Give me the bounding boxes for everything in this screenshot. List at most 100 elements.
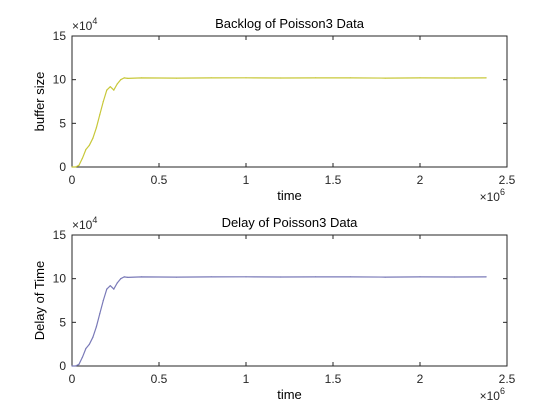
- series-line: [72, 77, 487, 168]
- x-tick-label: 1: [243, 173, 250, 187]
- x-tick-label: 1: [243, 372, 250, 386]
- data-point: [175, 276, 177, 278]
- data-point: [99, 114, 101, 116]
- x-exponent-power: 6: [500, 187, 505, 197]
- x-exponent-base: ×10: [480, 190, 501, 204]
- data-point: [245, 276, 247, 278]
- x-exponent-base: ×10: [480, 389, 501, 403]
- data-point: [454, 77, 456, 79]
- data-point: [102, 299, 104, 302]
- data-point: [485, 77, 487, 79]
- x-tick-label: 1.5: [325, 173, 342, 187]
- data-point: [71, 365, 73, 367]
- data-point: [280, 276, 282, 278]
- data-point: [419, 77, 421, 79]
- data-point: [349, 276, 351, 278]
- data-point: [419, 276, 421, 278]
- data-point: [116, 83, 118, 85]
- data-point: [349, 77, 351, 79]
- x-tick-label: 0.5: [151, 173, 168, 187]
- data-point: [210, 276, 212, 278]
- data-point: [78, 363, 80, 365]
- data-point: [109, 285, 111, 287]
- data-point: [454, 276, 456, 278]
- data-point: [106, 89, 108, 91]
- data-point: [106, 288, 108, 290]
- data-point: [210, 77, 212, 79]
- data-point: [92, 137, 94, 139]
- data-point: [85, 148, 87, 151]
- data-point: [245, 77, 247, 79]
- series-line: [72, 276, 487, 367]
- data-point: [127, 77, 129, 79]
- data-point: [95, 326, 97, 328]
- plot-area: [71, 234, 508, 367]
- data-point: [384, 276, 386, 278]
- data-point: [175, 77, 177, 79]
- y-exponent-power: 4: [92, 215, 97, 225]
- data-point: [141, 276, 143, 278]
- data-point: [113, 89, 115, 91]
- x-tick-label: 0: [69, 372, 76, 386]
- y-tick-label: 15: [53, 29, 67, 43]
- y-axis-exponent: ×104: [72, 16, 97, 33]
- data-point: [78, 164, 80, 166]
- data-point: [74, 365, 77, 367]
- x-axis-label: time: [277, 188, 302, 203]
- x-tick-label: 2.5: [499, 372, 516, 386]
- data-point: [109, 86, 111, 88]
- data-point: [85, 347, 87, 350]
- data-point: [120, 79, 122, 81]
- y-tick-label: 10: [53, 272, 67, 286]
- x-tick-label: 1.5: [325, 372, 342, 386]
- x-tick-label: 0: [69, 173, 76, 187]
- data-point: [71, 166, 73, 168]
- y-tick-label: 15: [53, 228, 67, 242]
- y-axis-label: Delay of Time: [32, 261, 47, 340]
- data-point: [88, 343, 90, 345]
- y-exponent-base: ×10: [72, 218, 93, 232]
- data-point: [102, 100, 104, 103]
- data-point: [485, 276, 487, 278]
- x-tick-label: 2: [417, 173, 424, 187]
- chart-title: Delay of Poisson3 Data: [222, 215, 359, 230]
- y-tick-label: 5: [59, 116, 66, 130]
- data-point: [315, 276, 317, 278]
- y-axis-exponent: ×104: [72, 215, 97, 232]
- data-point: [120, 278, 122, 280]
- y-tick-label: 5: [59, 315, 66, 329]
- x-tick-label: 2: [417, 372, 424, 386]
- data-point: [99, 313, 101, 315]
- x-exponent-power: 6: [500, 386, 505, 396]
- x-axis-label: time: [277, 387, 302, 402]
- data-point: [315, 77, 317, 79]
- data-point: [127, 276, 129, 278]
- data-point: [116, 282, 118, 284]
- y-tick-label: 0: [59, 160, 66, 174]
- y-tick-label: 10: [53, 73, 67, 87]
- data-point: [123, 77, 125, 79]
- y-exponent-power: 4: [92, 16, 97, 26]
- data-point: [88, 144, 90, 146]
- x-axis-exponent: ×106: [480, 187, 505, 204]
- data-point: [141, 77, 143, 79]
- data-point: [81, 356, 83, 358]
- data-point: [81, 157, 83, 159]
- x-axis-exponent: ×106: [480, 386, 505, 403]
- chart-title: Backlog of Poisson3 Data: [215, 16, 365, 31]
- data-point: [74, 166, 77, 168]
- data-point: [92, 336, 94, 338]
- plot-area: [71, 35, 508, 168]
- data-point: [280, 77, 282, 79]
- data-point: [95, 127, 97, 129]
- data-point: [123, 276, 125, 278]
- y-exponent-base: ×10: [72, 19, 93, 33]
- data-point: [384, 77, 386, 79]
- y-tick-label: 0: [59, 359, 66, 373]
- y-axis-label: buffer size: [32, 72, 47, 132]
- x-tick-label: 0.5: [151, 372, 168, 386]
- data-point: [113, 288, 115, 290]
